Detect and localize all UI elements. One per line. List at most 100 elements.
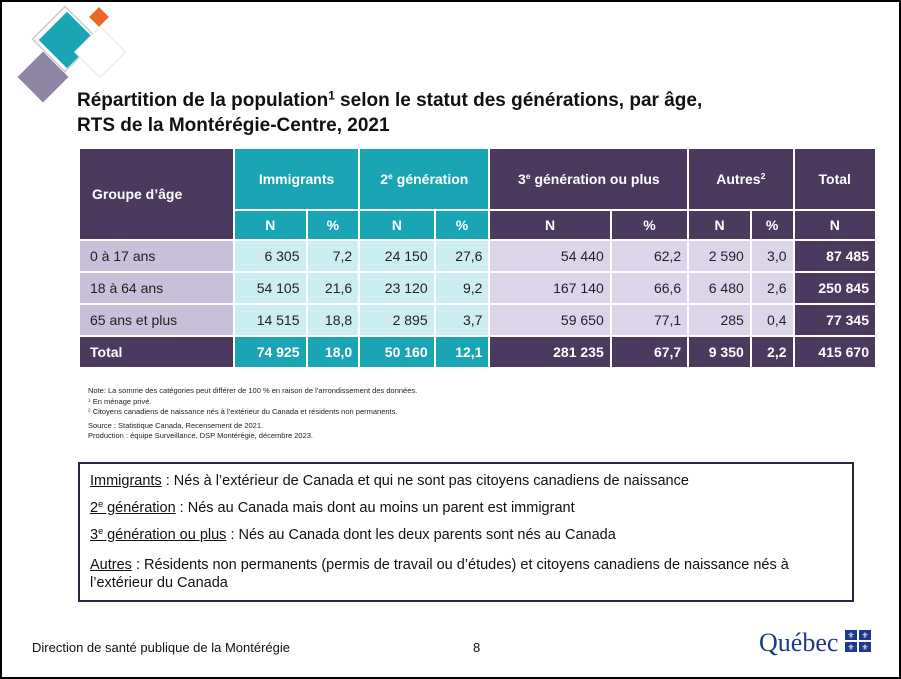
table-cell: 9,2 bbox=[435, 272, 490, 304]
table-row: 65 ans et plus14 51518,82 8953,759 65077… bbox=[79, 304, 876, 336]
table-cell: 9 350 bbox=[688, 336, 751, 368]
table-cell: 74 925 bbox=[234, 336, 307, 368]
table-cell: 250 845 bbox=[794, 272, 877, 304]
title-line: RTS de la Montérégie-Centre, 2021 bbox=[77, 113, 702, 138]
page-number: 8 bbox=[473, 640, 480, 655]
subheader-cell: % bbox=[751, 210, 794, 240]
definition: 2e génération : Nés au Canada mais dont … bbox=[90, 499, 842, 517]
table-cell: 67,7 bbox=[611, 336, 688, 368]
header-cell: 3e génération ou plus bbox=[489, 148, 688, 210]
row-label: 0 à 17 ans bbox=[79, 240, 234, 272]
subheader-cell: N bbox=[688, 210, 751, 240]
table-cell: 87 485 bbox=[794, 240, 877, 272]
table-cell: 21,6 bbox=[307, 272, 360, 304]
source: Source : Statistique Canada, Recensement… bbox=[88, 421, 417, 432]
subheader-cell: N bbox=[489, 210, 610, 240]
table-cell: 6 480 bbox=[688, 272, 751, 304]
term: 3e génération ou plus bbox=[90, 527, 226, 543]
slide: Répartition de la population 1 selon le s… bbox=[0, 0, 901, 679]
title-text: Répartition de la population bbox=[77, 90, 328, 111]
footnote-sup: 2 bbox=[88, 407, 91, 412]
header-text: 3 bbox=[518, 171, 526, 187]
table-cell: 50 160 bbox=[359, 336, 434, 368]
table-cell: 62,2 bbox=[611, 240, 688, 272]
subheader-cell: % bbox=[435, 210, 490, 240]
term-prefix: 3 bbox=[90, 527, 98, 543]
table-cell: 77 345 bbox=[794, 304, 877, 336]
definition: 3e génération ou plus : Nés au Canada do… bbox=[90, 526, 842, 544]
svg-text:⚜: ⚜ bbox=[847, 631, 854, 640]
logo: Québec ⚜ ⚜ ⚜ ⚜ bbox=[759, 628, 871, 658]
header-cell: 2e génération bbox=[359, 148, 489, 210]
footnote-text: En ménage privé. bbox=[93, 397, 152, 406]
footnote: 1 En ménage privé. bbox=[88, 397, 417, 408]
footnote-text: Citoyens canadiens de naissance nés à l’… bbox=[93, 407, 398, 416]
table-cell: 2 895 bbox=[359, 304, 434, 336]
row-label: 18 à 64 ans bbox=[79, 272, 234, 304]
term-prefix: 2 bbox=[90, 500, 98, 516]
table-cell: 7,2 bbox=[307, 240, 360, 272]
table-cell: 54 105 bbox=[234, 272, 307, 304]
table-cell: 285 bbox=[688, 304, 751, 336]
slide-title: Répartition de la population1 selon le s… bbox=[77, 88, 702, 138]
svg-text:⚜: ⚜ bbox=[861, 643, 868, 652]
table-cell: 18,0 bbox=[307, 336, 360, 368]
table-cell: 2,6 bbox=[751, 272, 794, 304]
footnote-sup: 1 bbox=[88, 397, 91, 402]
header-text: génération ou plus bbox=[531, 171, 660, 187]
term: Immigrants bbox=[90, 473, 162, 489]
data-table: Groupe d’âge Immigrants 2e génération 3e… bbox=[78, 147, 877, 369]
table-cell: 27,6 bbox=[435, 240, 490, 272]
logo-flag: ⚜ ⚜ ⚜ ⚜ bbox=[845, 630, 871, 652]
subheader-cell: % bbox=[611, 210, 688, 240]
table-cell: 18,8 bbox=[307, 304, 360, 336]
table-cell: 6 305 bbox=[234, 240, 307, 272]
header-cell: Total bbox=[794, 148, 877, 210]
table-cell: 14 515 bbox=[234, 304, 307, 336]
header-text: Autres bbox=[716, 171, 760, 187]
definition-text: : Résidents non permanents (permis de tr… bbox=[90, 557, 789, 591]
subheader-cell: N bbox=[359, 210, 434, 240]
definition: Autres : Résidents non permanents (permi… bbox=[90, 556, 842, 592]
table-cell: 12,1 bbox=[435, 336, 490, 368]
term: 2e génération bbox=[90, 500, 176, 516]
header-cell: Groupe d’âge bbox=[79, 148, 234, 240]
table-cell: 24 150 bbox=[359, 240, 434, 272]
table-cell: 281 235 bbox=[489, 336, 610, 368]
table-cell: 167 140 bbox=[489, 272, 610, 304]
page: Répartition de la population 1 selon le s… bbox=[0, 0, 901, 679]
table-cell: 0,4 bbox=[751, 304, 794, 336]
subheader-cell: N bbox=[794, 210, 877, 240]
term-text: génération bbox=[103, 500, 176, 516]
production: Production : équipe Surveillance, DSP Mo… bbox=[88, 431, 417, 442]
logo-text: Québec bbox=[759, 628, 838, 657]
svg-text:⚜: ⚜ bbox=[847, 643, 854, 652]
table-cell: 54 440 bbox=[489, 240, 610, 272]
header-text: 2 bbox=[380, 171, 388, 187]
svg-text:⚜: ⚜ bbox=[861, 631, 868, 640]
table-cell: 66,6 bbox=[611, 272, 688, 304]
table-cell: 3,0 bbox=[751, 240, 794, 272]
row-label: 65 ans et plus bbox=[79, 304, 234, 336]
table-cell: 59 650 bbox=[489, 304, 610, 336]
subheader-cell: N bbox=[234, 210, 307, 240]
table-cell: 415 670 bbox=[794, 336, 877, 368]
footnote: 2 Citoyens canadiens de naissance nés à … bbox=[88, 407, 417, 418]
footer-organization: Direction de santé publique de la Montér… bbox=[32, 640, 290, 655]
table-cell: 2,2 bbox=[751, 336, 794, 368]
header-text: génération bbox=[393, 171, 468, 187]
definition-text: : Nés à l’extérieur de Canada et qui ne … bbox=[162, 473, 689, 489]
notes: Note: La somme des catégories peut diffé… bbox=[88, 386, 417, 442]
table-cell: 77,1 bbox=[611, 304, 688, 336]
definitions-box: Immigrants : Nés à l’extérieur de Canada… bbox=[78, 462, 854, 602]
row-label: Total bbox=[79, 336, 234, 368]
definition-text: : Nés au Canada mais dont au moins un pa… bbox=[176, 500, 575, 516]
title-text: selon le statut des générations, par âge… bbox=[335, 90, 702, 111]
note: Note: La somme des catégories peut diffé… bbox=[88, 386, 417, 397]
table-cell: 2 590 bbox=[688, 240, 751, 272]
header-cell: Immigrants bbox=[234, 148, 359, 210]
header-sup: 2 bbox=[761, 171, 766, 181]
table-cell: 23 120 bbox=[359, 272, 434, 304]
term-text: génération ou plus bbox=[103, 527, 226, 543]
